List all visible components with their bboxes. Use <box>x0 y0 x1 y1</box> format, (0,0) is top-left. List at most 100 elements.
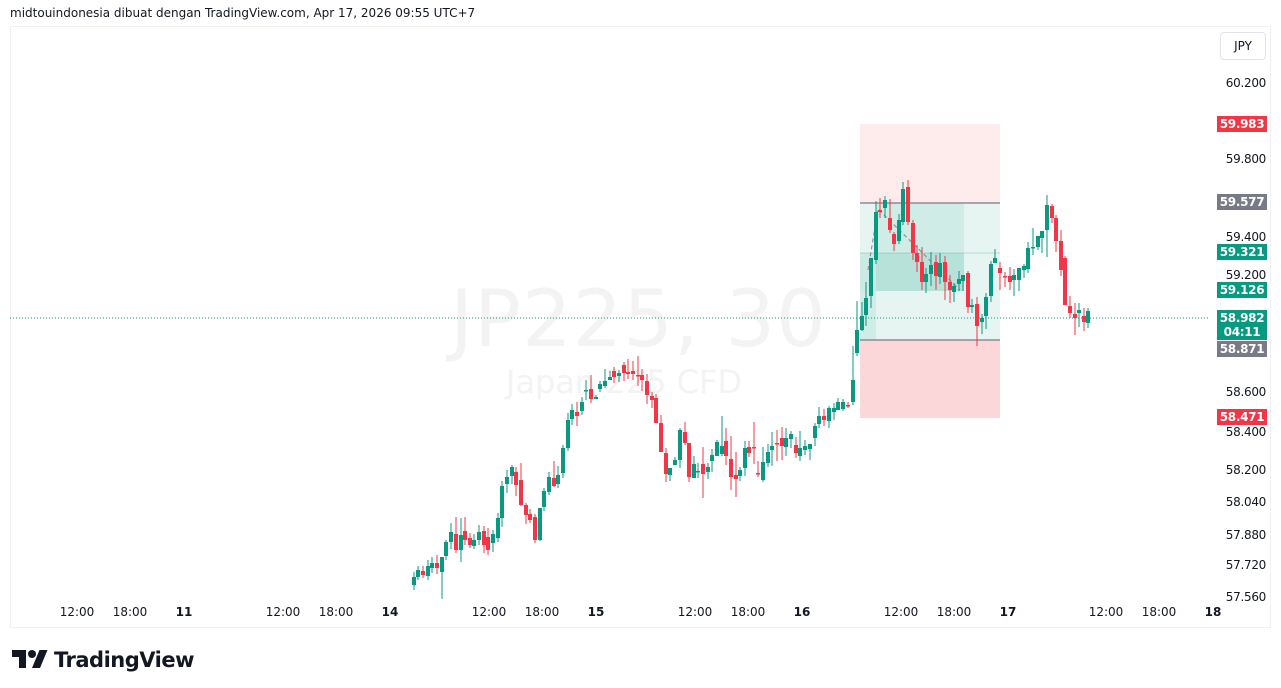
candle-body <box>761 462 765 480</box>
candle-body <box>561 448 565 473</box>
candle-body <box>654 398 658 423</box>
time-tick-label: 14 <box>381 605 399 619</box>
time-tick-label: 15 <box>587 605 605 619</box>
candle-body <box>841 402 845 409</box>
candle-body <box>715 442 719 456</box>
price-badge: 58.471 <box>1217 409 1267 425</box>
time-axis[interactable]: 12:00 18:00 11 12:00 18:00 14 12:00 18:00 15 12:0… <box>10 600 1222 627</box>
candle-body <box>477 532 481 540</box>
candle-body <box>486 537 490 550</box>
time-tick-label: 12:00 <box>883 605 919 619</box>
time-tick-label: 17 <box>999 605 1017 619</box>
candle-body <box>645 381 649 395</box>
symbol-watermark: JP225, 30 <box>450 275 827 365</box>
candle-body <box>710 455 714 461</box>
candle-body <box>752 447 756 449</box>
price-badge: 59.126 <box>1217 282 1267 298</box>
candle-body <box>650 396 654 400</box>
time-tick-label: 12:00 <box>265 605 301 619</box>
time-tick-label: 18:00 <box>730 605 766 619</box>
price-badge: 59.983 <box>1217 116 1267 132</box>
time-tick-label: 11 <box>175 605 193 619</box>
candle-body <box>472 540 476 546</box>
time-tick-label: 18:00 <box>936 605 972 619</box>
time-tick-label: 12:00 <box>59 605 95 619</box>
candle-body <box>412 577 416 585</box>
candle-body <box>938 263 942 277</box>
candle-body <box>1077 310 1081 313</box>
candle-body <box>775 443 779 445</box>
candle-body <box>514 472 518 485</box>
candle-body <box>952 286 956 292</box>
candle-body <box>1068 306 1072 313</box>
candle-body <box>993 258 997 263</box>
candle-body <box>542 491 546 507</box>
candle-body <box>683 432 687 443</box>
candle-body <box>440 557 444 572</box>
candle-body <box>1026 248 1030 269</box>
candle-body <box>519 480 523 505</box>
candle-body <box>738 470 742 476</box>
time-tick-label: 18 <box>1204 605 1222 619</box>
candle-body <box>608 377 612 380</box>
candle-body <box>566 420 570 448</box>
candle-body <box>612 371 616 377</box>
chart-frame <box>10 26 1271 628</box>
candle-body <box>989 264 993 296</box>
candle-body <box>906 187 910 222</box>
candle-body <box>780 438 784 446</box>
price-badge: 58.871 <box>1217 341 1267 357</box>
price-axis[interactable]: JPY 60.200 59.800 59.400 59.200 58.600 58.400… <box>1210 27 1270 627</box>
candle-body <box>789 434 793 439</box>
candle-body <box>948 282 952 290</box>
candle-body <box>570 410 574 419</box>
candle-body <box>626 372 630 374</box>
stop-zone-upper <box>860 124 1000 203</box>
candle-body <box>1063 258 1067 305</box>
time-tick-label: 18:00 <box>112 605 148 619</box>
candle-body <box>770 446 774 450</box>
time-tick-label: 18:00 <box>318 605 354 619</box>
time-tick-label: 18:00 <box>1141 605 1177 619</box>
tradingview-logo[interactable]: TradingView <box>12 646 194 674</box>
time-tick-label: 12:00 <box>471 605 507 619</box>
candle-body <box>701 464 705 474</box>
price-tick-label: 58.600 <box>1225 385 1267 399</box>
tradingview-logo-icon <box>12 650 48 668</box>
candle-body <box>426 566 430 576</box>
candle-body <box>756 473 760 475</box>
candle-body <box>943 262 947 282</box>
price-tick-label: 58.040 <box>1225 495 1267 509</box>
candle-body <box>878 210 882 212</box>
candle-body <box>827 408 831 421</box>
candle-body <box>817 416 821 424</box>
chart-plot-area[interactable]: JP225, 30 Japan 225 CFD <box>10 27 1210 599</box>
candle-body <box>984 297 988 316</box>
candle-body <box>1050 206 1054 218</box>
candle-body <box>430 563 434 568</box>
candle-body <box>416 570 420 577</box>
candle-body <box>500 486 504 518</box>
price-tick-label: 57.880 <box>1225 528 1267 542</box>
currency-button[interactable]: JPY <box>1220 32 1266 60</box>
candle-body <box>459 535 463 550</box>
candle-body <box>435 563 439 568</box>
candle-body <box>463 531 467 540</box>
time-tick-label: 16 <box>793 605 811 619</box>
candle-body <box>888 218 892 230</box>
candle-body <box>482 531 486 545</box>
candle-body <box>869 258 873 296</box>
price-tick-label: 57.560 <box>1225 590 1267 604</box>
time-tick-label: 12:00 <box>1088 605 1124 619</box>
candle-body <box>794 445 798 453</box>
candle-body <box>798 448 802 456</box>
price-badge: 58.982 <box>1217 310 1267 326</box>
candle-body <box>444 542 448 556</box>
time-tick-label: 12:00 <box>677 605 713 619</box>
candle-body <box>1031 247 1035 249</box>
candle-body <box>1012 275 1016 280</box>
candle-body <box>864 298 868 315</box>
candle-body <box>961 275 965 281</box>
candle-body <box>822 416 826 420</box>
price-badge: 04:11 <box>1217 324 1267 340</box>
